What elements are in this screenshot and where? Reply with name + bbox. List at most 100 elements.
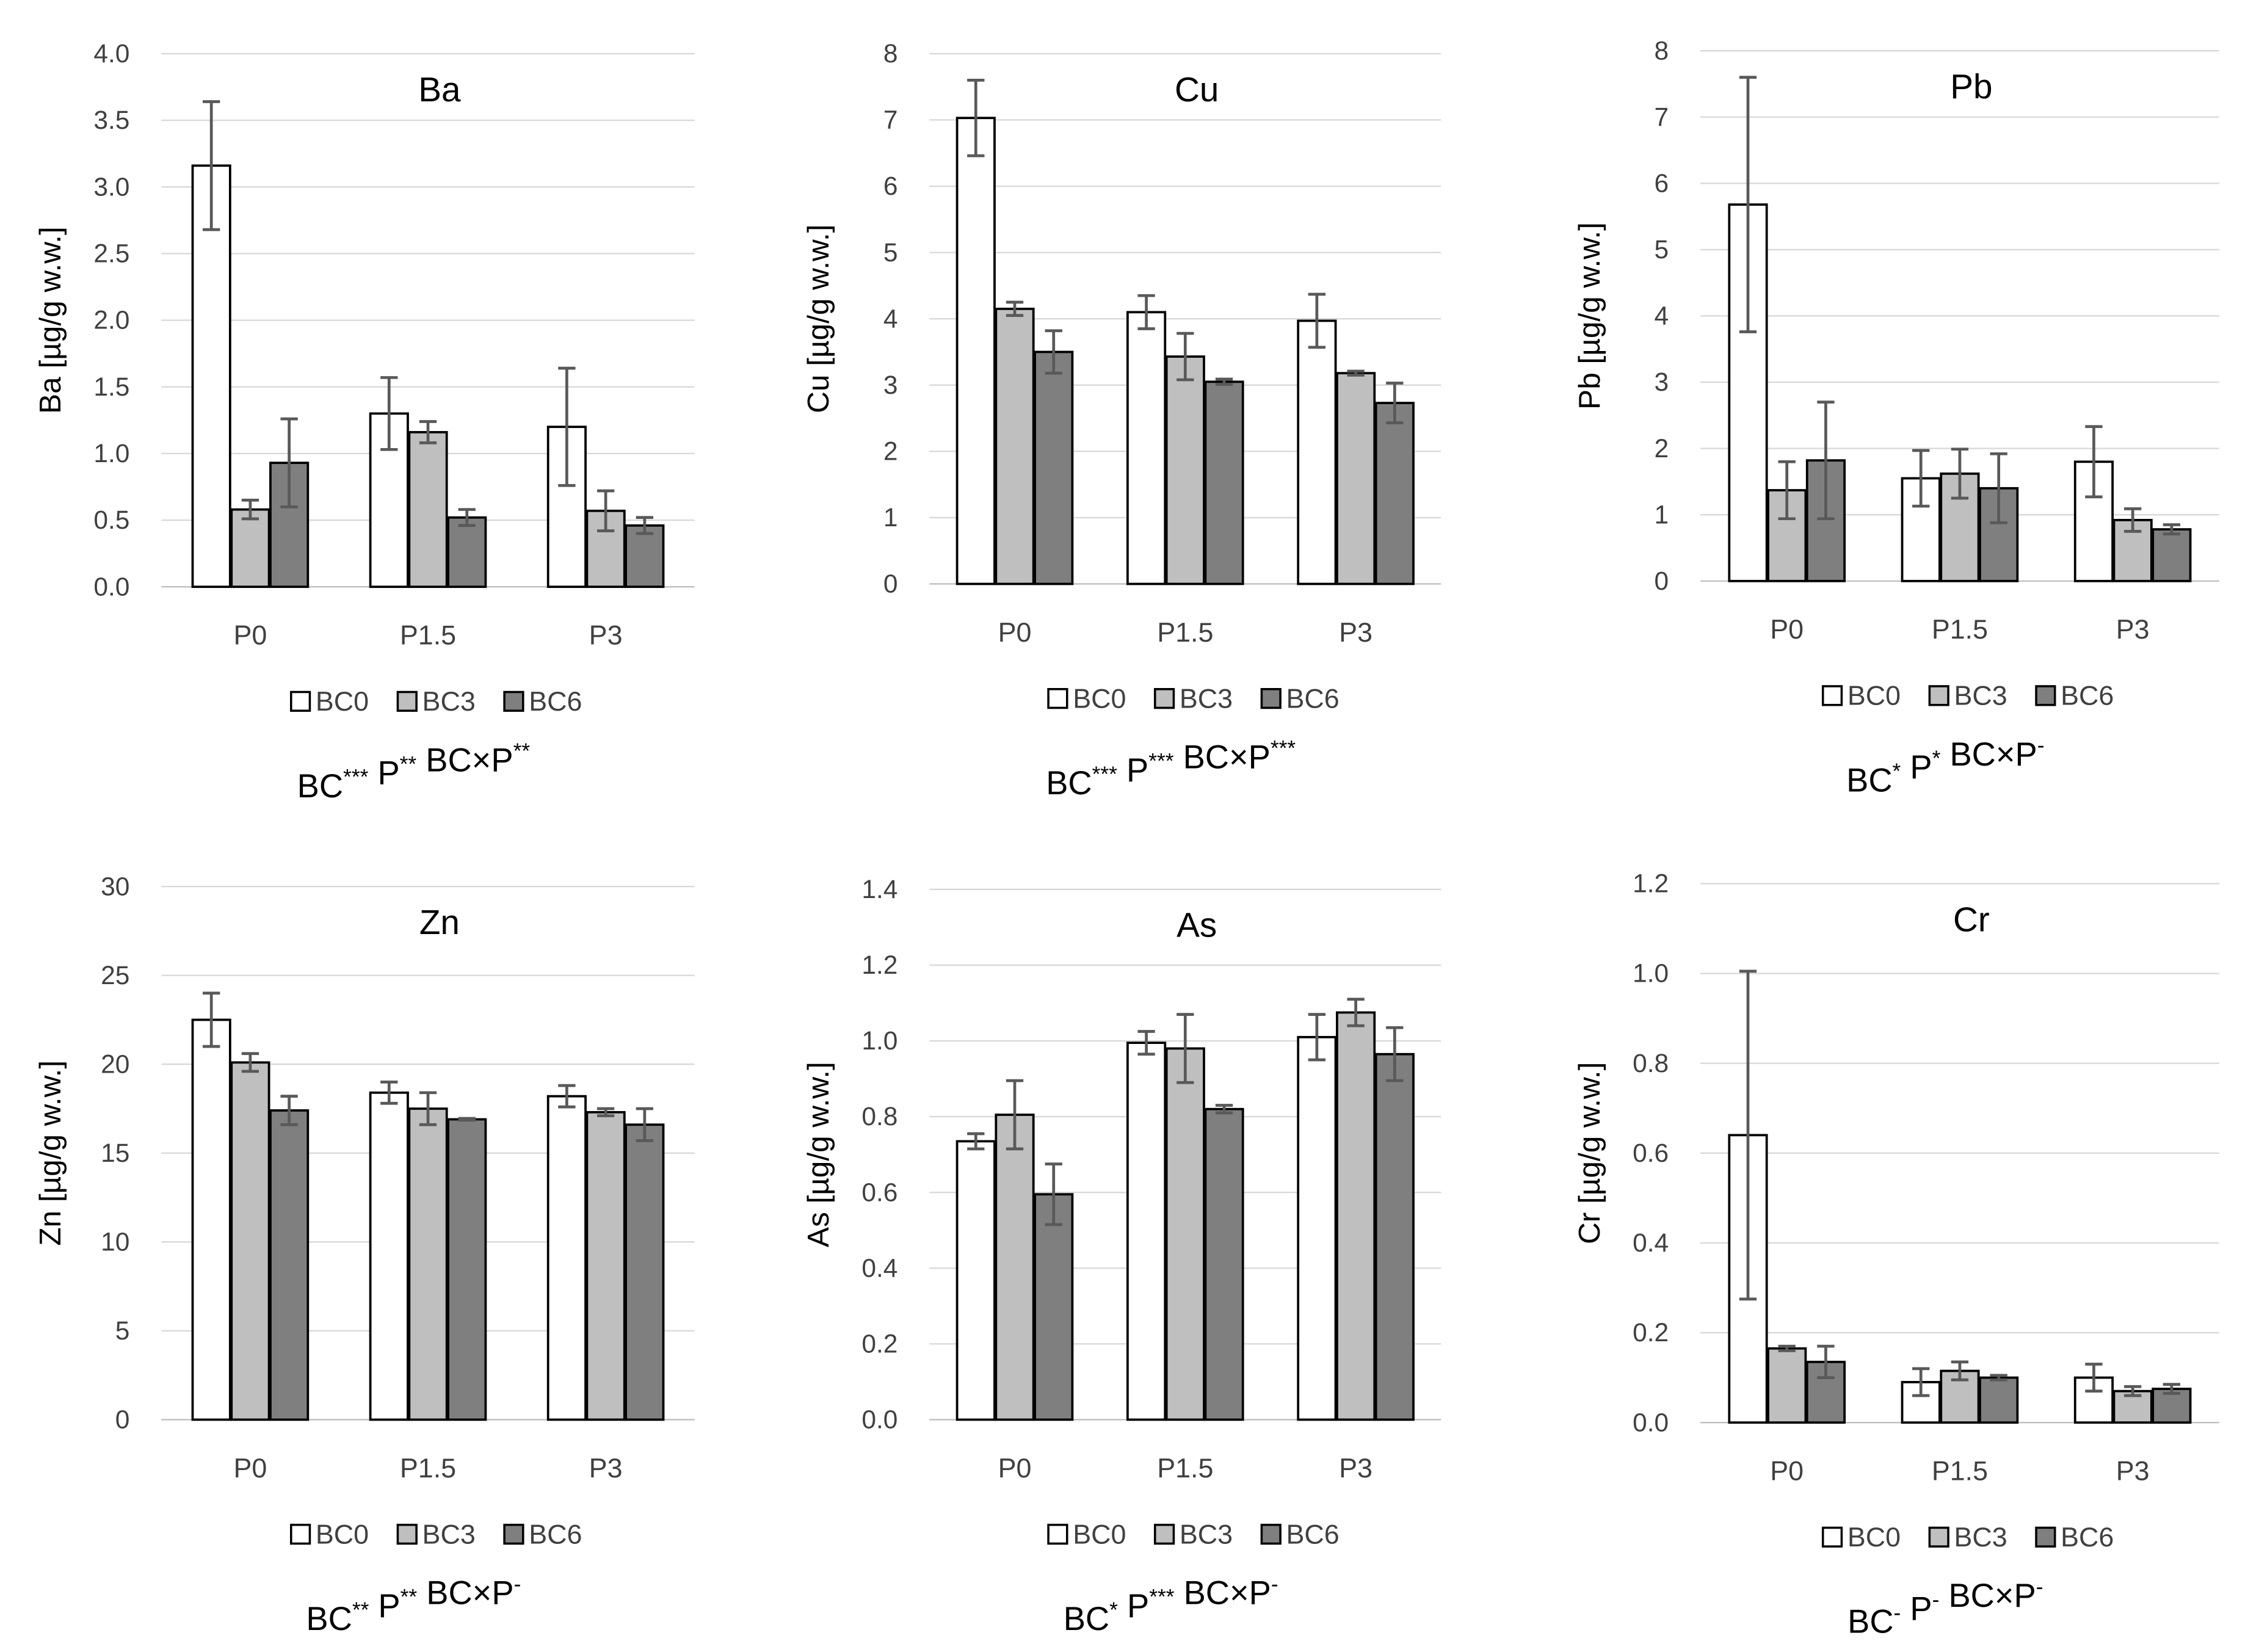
y-axis-label: Pb [µg/g w.w.]	[1572, 222, 1606, 410]
bar-bc0	[546, 1095, 587, 1421]
y-tick-label: 3	[1655, 368, 1669, 397]
bar-bc6	[2152, 528, 2192, 582]
chart-title: Zn	[419, 904, 460, 942]
y-tick-label: 2	[883, 437, 898, 466]
bar-bc6	[1979, 1376, 2019, 1424]
y-tick-label: 0.4	[1633, 1229, 1669, 1258]
x-tick-label: P3	[2116, 1455, 2150, 1487]
x-tick-label: P3	[2116, 614, 2150, 645]
bar-bc0	[1297, 319, 1337, 585]
legend-label: BC6	[1286, 683, 1340, 714]
y-tick-label: 1.0	[861, 1027, 897, 1056]
legend-swatch-bc6	[1260, 1523, 1282, 1545]
x-tick-label: P3	[589, 620, 623, 651]
bar-bc0	[1126, 1042, 1167, 1421]
y-tick-label: 0.6	[861, 1178, 897, 1207]
y-tick-label: 8	[1655, 37, 1669, 65]
legend-label: BC6	[2061, 1521, 2114, 1552]
bar-bc6	[447, 1118, 487, 1421]
y-tick-label: 2.5	[93, 240, 129, 269]
legend-label: BC3	[1180, 683, 1233, 714]
y-tick-label: 20	[101, 1050, 129, 1079]
y-tick-label: 5	[115, 1317, 130, 1346]
significance-footnote: BC* P* BC×P-	[1846, 733, 2044, 799]
bar-bc0	[369, 1091, 409, 1421]
legend-label: BC0	[316, 1518, 369, 1549]
x-tick-label: P1.5	[1932, 614, 1988, 645]
y-tick-label: 0.5	[93, 506, 129, 535]
bar-bc6	[269, 1109, 310, 1421]
y-tick-label: 0.8	[861, 1103, 897, 1131]
legend-label: BC6	[1286, 1518, 1340, 1549]
y-tick-label: 2.0	[93, 306, 129, 335]
legend-label: BC0	[1847, 680, 1901, 711]
legend-label: BC3	[1954, 680, 2007, 711]
y-tick-label: 1.0	[1633, 960, 1669, 988]
legend-label: BC6	[2061, 680, 2114, 711]
y-tick-label: 10	[101, 1228, 129, 1256]
y-tick-label: 0.2	[861, 1330, 897, 1359]
significance-footnote: BC*** P** BC×P**	[297, 739, 531, 805]
y-axis-label: Zn [µg/g w.w.]	[33, 1060, 67, 1246]
bar-bc6	[1374, 1052, 1415, 1421]
bar-bc3	[408, 1107, 448, 1421]
x-tick-label: P0	[233, 1452, 267, 1484]
bar-bc0	[1297, 1035, 1337, 1421]
y-axis-label: Cr [µg/g w.w.]	[1572, 1062, 1606, 1244]
bar-bc0	[955, 117, 996, 585]
bar-bc3	[1336, 372, 1376, 585]
bar-bc6	[1034, 1193, 1074, 1421]
bar-bc6	[625, 1123, 665, 1421]
legend-swatch-bc3	[396, 1523, 418, 1545]
bar-bc0	[955, 1140, 996, 1421]
legend-label: BC3	[1180, 1518, 1233, 1549]
y-tick-label: 0.8	[1633, 1049, 1669, 1078]
legend-swatch-bc3	[396, 690, 418, 712]
y-tick-label: 25	[101, 962, 129, 990]
y-tick-label: 4	[1655, 302, 1669, 331]
bar-bc3	[995, 308, 1035, 585]
legend-swatch-bc0	[290, 1523, 311, 1545]
y-tick-label: 0.0	[93, 573, 129, 601]
legend-swatch-bc3	[1153, 688, 1175, 709]
chart-as: 0.0 0.2 0.4 0.6 0.8 1.0 1.2 1.4 As [µg/g w.w.] As…	[801, 875, 1441, 1637]
y-tick-label: 1.4	[861, 875, 897, 904]
chart-title: Ba	[418, 71, 461, 109]
bar-bc3	[586, 1110, 626, 1421]
x-tick-label: P1.5	[1157, 1452, 1213, 1484]
bar-bc6	[447, 516, 487, 589]
y-tick-label: 4.0	[93, 40, 129, 68]
legend-label: BC3	[422, 686, 476, 717]
legend-swatch-bc6	[503, 1523, 524, 1545]
bar-bc0	[2073, 1376, 2114, 1424]
y-tick-label: 3	[883, 371, 898, 400]
chart-cu: 0 1 2 3 4 5 6 7 8 Cu [µg/g w.w.] Cu P0 P1.5 P3 BC0 BC3 B…	[801, 40, 1441, 802]
y-axis-label: As [µg/g w.w.]	[801, 1062, 835, 1247]
bar-bc6	[1034, 350, 1074, 585]
x-tick-label: P0	[1770, 1455, 1804, 1487]
y-tick-label: 0	[883, 570, 898, 599]
x-tick-label: P1.5	[400, 620, 456, 651]
y-tick-label: 0	[1655, 567, 1669, 596]
x-tick-label: P3	[1339, 617, 1372, 648]
y-tick-label: 5	[1655, 236, 1669, 264]
legend-swatch-bc6	[2035, 685, 2056, 706]
y-tick-label: 1	[1655, 501, 1669, 529]
y-tick-label: 4	[883, 305, 898, 333]
legend-swatch-bc0	[1821, 1526, 1843, 1548]
legend-label: BC3	[1954, 1521, 2007, 1552]
bar-bc3	[1165, 1047, 1205, 1421]
bar-bc6	[1374, 402, 1415, 585]
bar-bc6	[1204, 380, 1244, 585]
legend-label: BC3	[422, 1518, 476, 1549]
y-tick-label: 1.2	[861, 951, 897, 980]
legend-label: BC6	[529, 686, 582, 717]
y-tick-label: 3.0	[93, 173, 129, 201]
chart-title: As	[1177, 907, 1217, 945]
legend-swatch-bc0	[1047, 688, 1068, 709]
y-tick-label: 7	[1655, 103, 1669, 132]
y-tick-label: 6	[883, 172, 898, 201]
x-tick-label: P0	[233, 620, 267, 651]
legend-swatch-bc6	[1260, 688, 1282, 709]
